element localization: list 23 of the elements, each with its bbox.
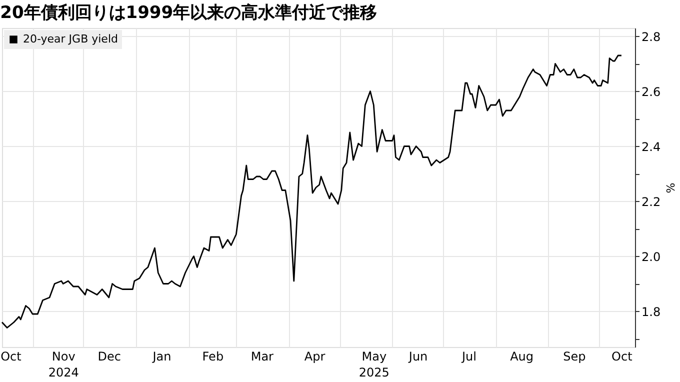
x-tick-label: Mar — [250, 350, 274, 364]
x-tick-label: Oct — [612, 350, 633, 364]
y-tick-label: 2.0 — [642, 250, 661, 264]
x-tick-label: Oct — [0, 350, 22, 364]
y-tick-label: 2.6 — [642, 84, 661, 99]
chart-title: 20年債利回りは1999年以来の高水準付近で推移 — [0, 3, 378, 23]
x-tick-label: Jul — [460, 350, 476, 364]
x-tick-label: Sep — [563, 350, 586, 364]
y-tick-label: 1.8 — [642, 304, 661, 319]
x-tick-label: May 2025 — [358, 350, 390, 380]
y-tick-label: 2.4 — [642, 140, 661, 154]
legend-label: 20-year JGB yield — [23, 32, 118, 46]
x-tick-label: Jan — [152, 350, 172, 364]
y-tick-label: 2.8 — [642, 30, 661, 44]
y-tick-label: 2.2 — [642, 194, 661, 209]
y-axis-title: % — [664, 182, 677, 194]
x-tick-label: Nov 2024 — [48, 350, 79, 380]
x-tick-label: Jun — [408, 350, 428, 364]
x-tick-label: Dec — [98, 350, 122, 364]
line-series — [1, 54, 622, 328]
x-tick-label: Apr — [304, 350, 326, 364]
x-tick-label: Aug — [510, 350, 534, 364]
x-tick-label: Feb — [202, 350, 224, 364]
